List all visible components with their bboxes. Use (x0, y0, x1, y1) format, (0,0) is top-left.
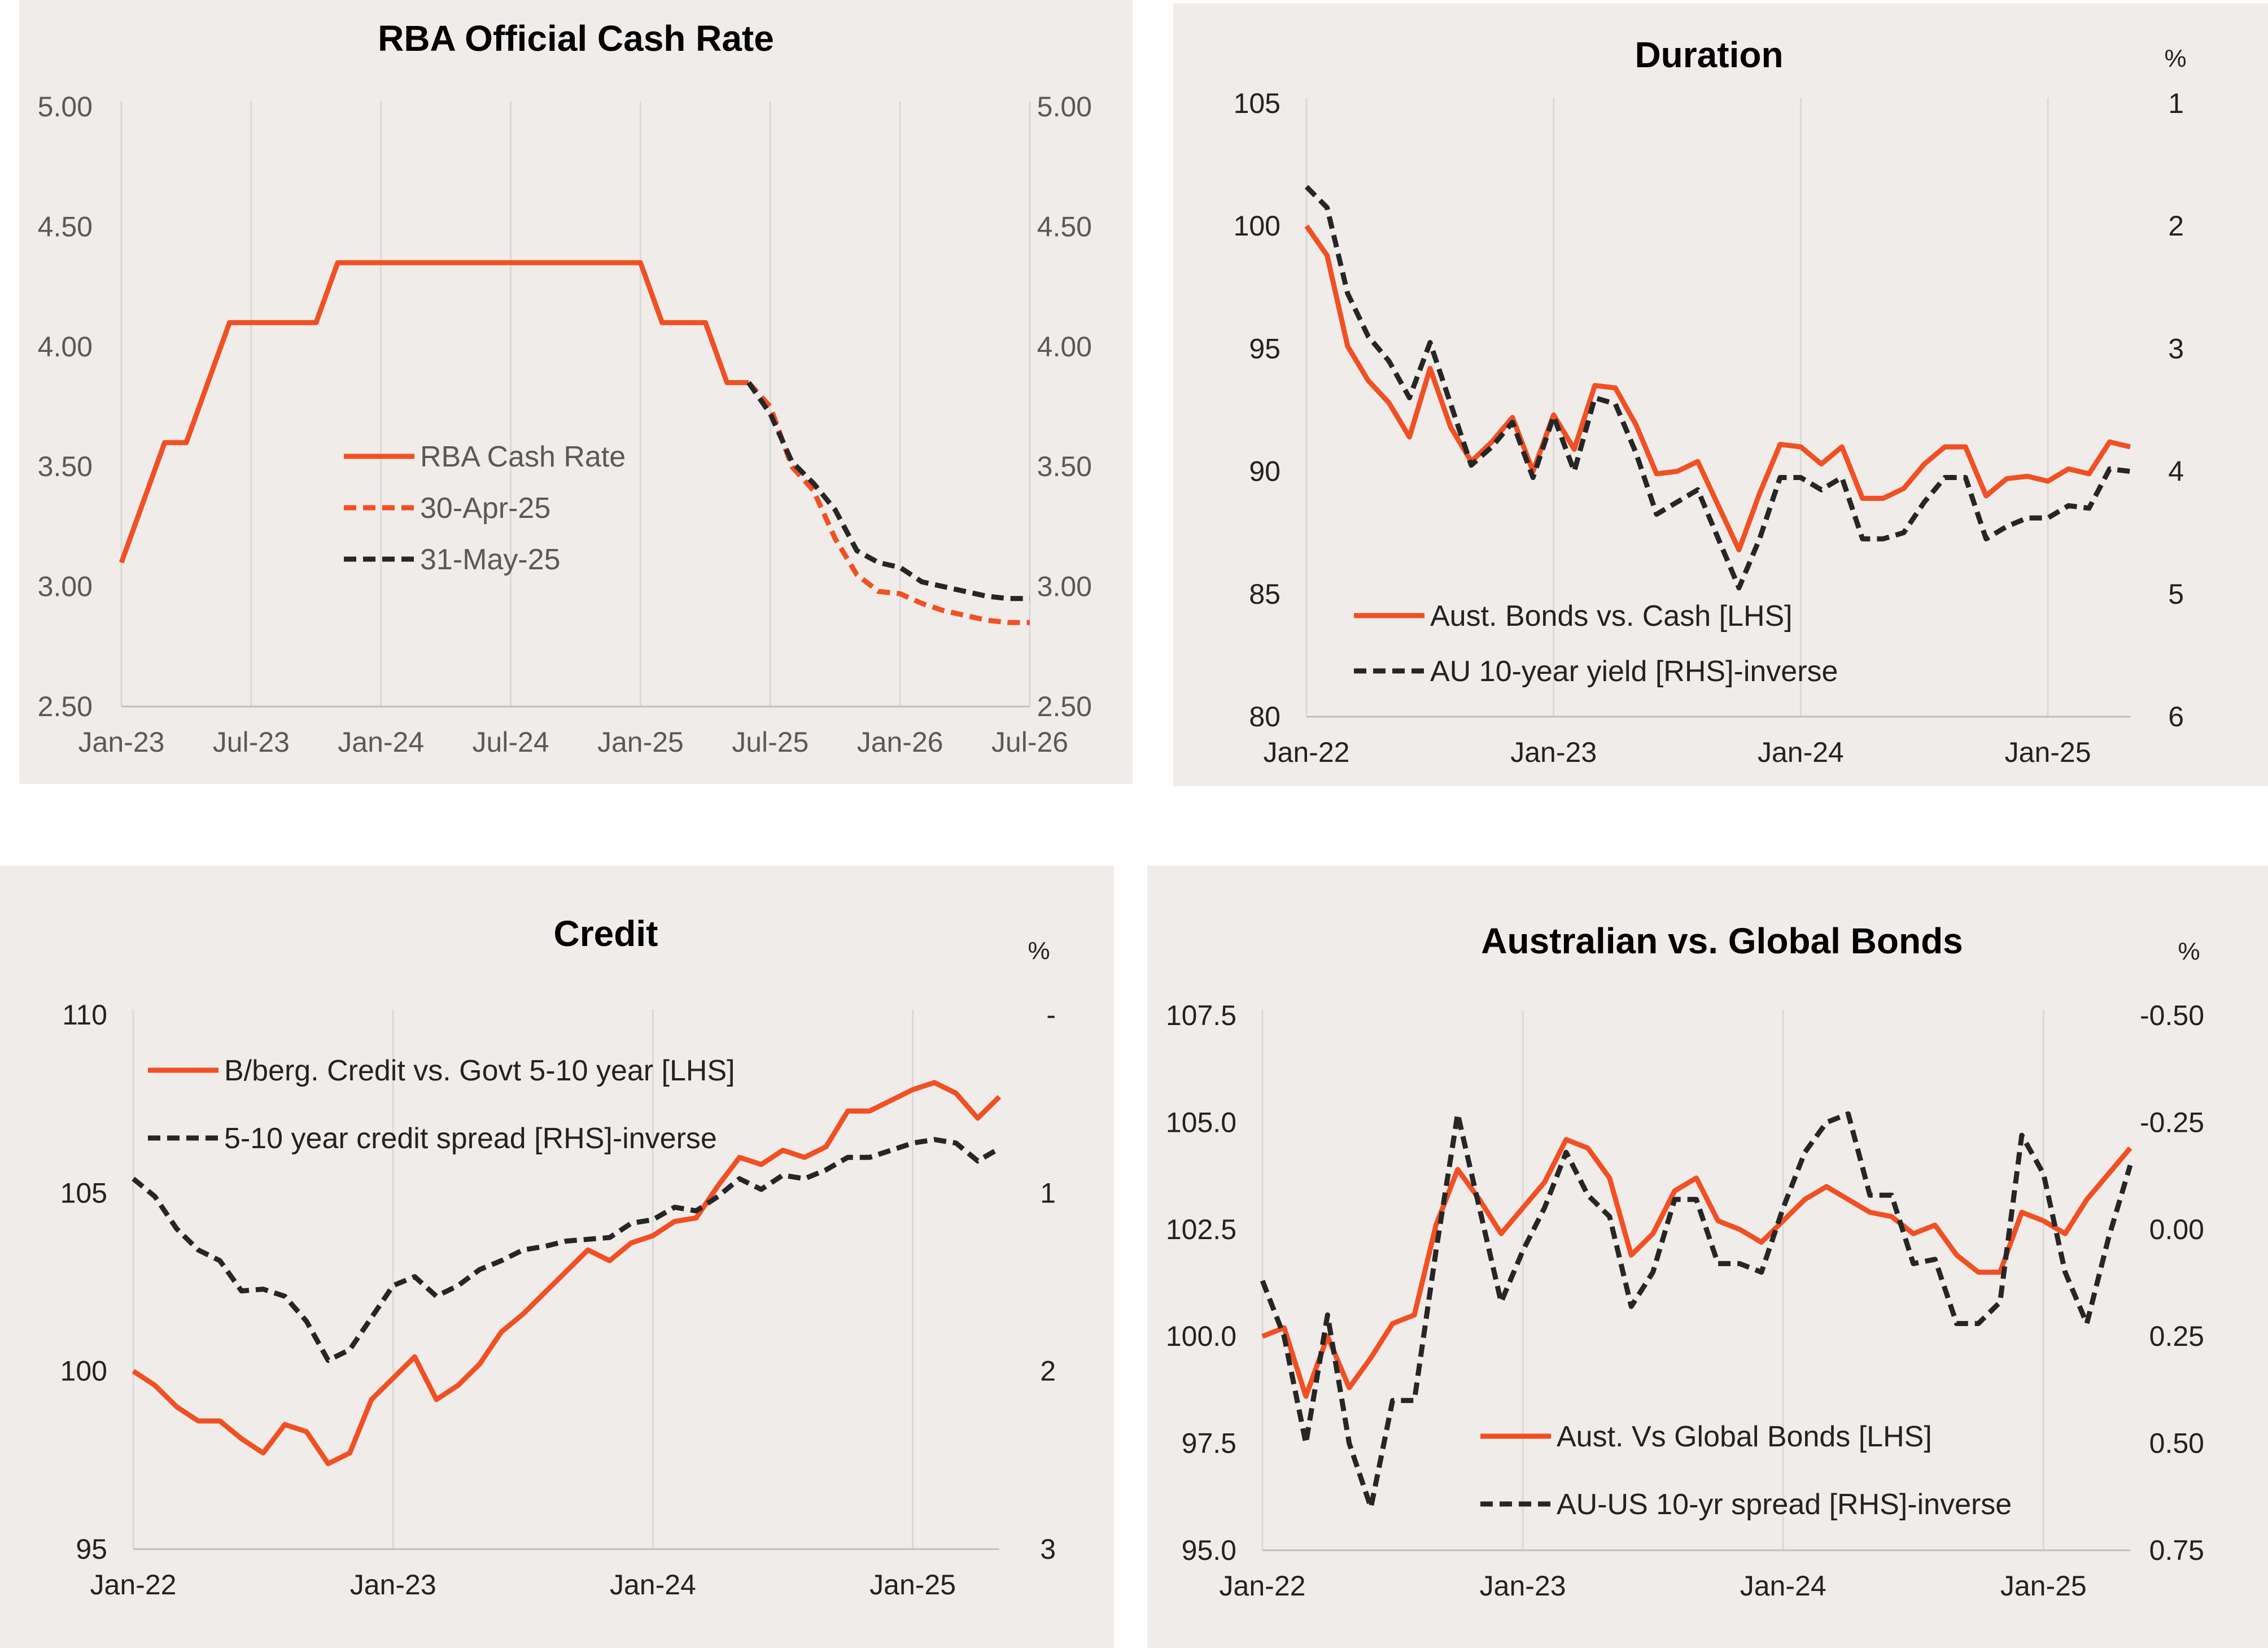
chart-aus-global: Australian vs. Global Bonds Jan-22 Jan-23… (1166, 921, 2204, 1602)
chart-title: Credit (554, 913, 658, 954)
series-line-1 (1261, 1137, 2132, 1399)
x-tick-label: Jan-23 (78, 726, 165, 758)
y-tick-label-right: 5 (2168, 578, 2184, 610)
y-tick-label-left: 4.00 (38, 331, 93, 363)
right-axis-unit: % (1028, 937, 1050, 965)
y-tick-label-left: 105 (60, 1177, 107, 1209)
x-tick-label: Jan-22 (1264, 736, 1350, 768)
legend-label: AU 10-year yield [RHS]-inverse (1430, 655, 1838, 688)
x-tick-label: Jan-23 (350, 1569, 436, 1601)
y-tick-label-left: 105 (1234, 88, 1281, 119)
legend-label: B/berg. Credit vs. Govt 5-10 year [LHS] (224, 1054, 735, 1087)
y-tick-label-right: 4.50 (1037, 211, 1092, 242)
chart-title: RBA Official Cash Rate (378, 18, 774, 59)
y-tick-label-left: 100 (1234, 210, 1281, 242)
y-tick-label-left: 95 (1249, 333, 1281, 364)
series-line-1 (119, 260, 749, 564)
y-tick-label-left: 5.00 (38, 91, 93, 123)
y-tick-label-left: 110 (62, 999, 107, 1031)
y-tick-label-right: 0.00 (2149, 1214, 2204, 1245)
x-tick-label: Jan-23 (1510, 736, 1597, 768)
y-tick-label-left: 95.0 (1182, 1534, 1236, 1566)
y-tick-label-left: 85 (1249, 578, 1281, 610)
y-tick-label-right: 4 (2168, 456, 2184, 487)
legend-label: RBA Cash Rate (420, 441, 626, 473)
x-tick-label: Jul-24 (472, 726, 549, 758)
y-tick-label-right: 1 (2168, 88, 2184, 119)
right-axis-unit: % (2164, 45, 2186, 72)
y-tick-label-left: 100 (60, 1355, 107, 1387)
y-tick-label-left: 3.00 (38, 571, 93, 603)
legend-label: 31-May-25 (420, 543, 561, 576)
x-tick-label: Jan-22 (1220, 1570, 1306, 1602)
series-line-2 (132, 1137, 1001, 1363)
x-tick-label: Jan-22 (90, 1569, 177, 1601)
y-tick-label-left: 3.50 (38, 451, 93, 482)
x-tick-label: Jan-26 (857, 726, 943, 758)
legend-label: 30-Apr-25 (420, 492, 550, 525)
x-tick-label: Jan-25 (2000, 1570, 2087, 1602)
y-tick-label-left: 4.50 (38, 211, 93, 242)
y-tick-label-right: 3 (1040, 1533, 1056, 1565)
x-tick-label: Jan-24 (338, 726, 424, 758)
y-tick-label-right: 3 (2168, 333, 2184, 364)
y-tick-label-right: 5.00 (1037, 91, 1092, 123)
chart-rba: RBA Official Cash Rate Jan-23 Jul-23 Jan-2… (38, 18, 1092, 758)
y-tick-label-left: 100.0 (1166, 1320, 1236, 1352)
x-tick-label: Jul-23 (213, 726, 290, 758)
y-tick-label-right: 0.75 (2149, 1534, 2204, 1566)
y-tick-label-left: 97.5 (1182, 1428, 1236, 1459)
y-tick-label-left: 95 (76, 1533, 107, 1565)
y-tick-label-left: 105.0 (1166, 1106, 1236, 1138)
y-tick-label-right: 3.00 (1037, 571, 1092, 603)
chart-panel-aus-global: Australian vs. Global Bonds Jan-22 Jan-23… (1147, 866, 2268, 1648)
y-tick-label-left: 80 (1249, 701, 1281, 733)
legend-label: Aust. Vs Global Bonds [LHS] (1557, 1420, 1932, 1453)
x-tick-label: Jan-25 (869, 1569, 956, 1601)
y-tick-label-right: 0.50 (2149, 1428, 2204, 1459)
chart-panel-credit: Credit Jan-22 Jan-23 Jan-24 Jan-25 110 105 100… (0, 866, 1114, 1648)
y-tick-label-right: 2 (2168, 210, 2184, 242)
series-line-1 (1304, 224, 2131, 553)
y-tick-label-right: 6 (2168, 701, 2184, 733)
series-line-2 (1304, 185, 2131, 591)
x-tick-label: Jan-23 (1480, 1570, 1566, 1602)
series-line-3 (746, 381, 1030, 601)
right-axis-unit: % (2178, 938, 2200, 965)
y-tick-label-right: -0.50 (2140, 1000, 2204, 1031)
y-tick-label-right: 1 (1040, 1177, 1056, 1209)
y-tick-label-left: 107.5 (1166, 1000, 1236, 1031)
x-tick-label: Jan-25 (2005, 736, 2091, 768)
x-tick-label: Jan-24 (1740, 1570, 1826, 1602)
x-tick-label: Jan-24 (1758, 736, 1844, 768)
x-tick-label: Jan-24 (610, 1569, 696, 1601)
y-tick-label-right: 4.00 (1037, 331, 1092, 363)
y-tick-label-left: 2.50 (38, 691, 93, 722)
chart-panel-duration: Duration Jan-22 Jan-23 Jan-24 Jan-25 105 100 9… (1173, 3, 2268, 786)
y-tick-label-right: 2 (1040, 1355, 1056, 1387)
chart-title: Duration (1635, 34, 1783, 75)
chart-credit: Credit Jan-22 Jan-23 Jan-24 Jan-25 110 105 100… (60, 913, 1056, 1601)
x-tick-label: Jul-25 (732, 726, 809, 758)
legend-label: AU-US 10-yr spread [RHS]-inverse (1557, 1488, 2012, 1521)
series-line-2 (746, 381, 1030, 625)
series-line-1 (132, 1080, 1002, 1467)
chart-duration: Duration Jan-22 Jan-23 Jan-24 Jan-25 105 100 9… (1234, 34, 2187, 768)
chart-panel-rba: RBA Official Cash Rate Jan-23 Jul-23 Jan-2… (19, 0, 1133, 784)
y-tick-label-right: - (1046, 999, 1056, 1031)
chart-title: Australian vs. Global Bonds (1481, 921, 1963, 961)
y-tick-label-right: 2.50 (1037, 691, 1092, 722)
legend-label: Aust. Bonds vs. Cash [LHS] (1430, 600, 1793, 633)
y-tick-label-right: 3.50 (1037, 451, 1092, 482)
y-tick-label-right: -0.25 (2140, 1106, 2204, 1138)
y-tick-label-left: 90 (1249, 456, 1281, 487)
series-line-2 (1260, 1111, 2133, 1510)
x-tick-label: Jul-26 (991, 726, 1068, 758)
y-tick-label-right: 0.25 (2149, 1320, 2204, 1352)
y-tick-label-left: 102.5 (1166, 1214, 1236, 1245)
x-tick-label: Jan-25 (597, 726, 684, 758)
legend-label: 5-10 year credit spread [RHS]-inverse (224, 1122, 717, 1155)
